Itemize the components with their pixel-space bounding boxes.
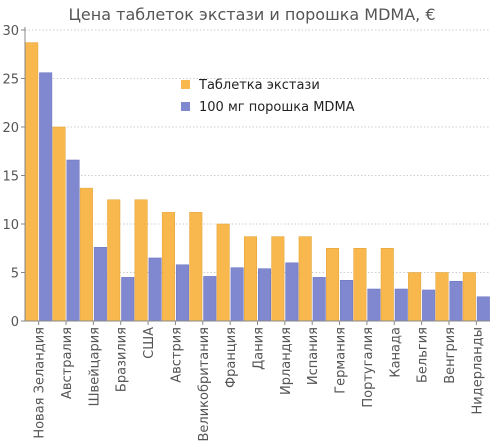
y-tick-label: 0	[11, 315, 19, 330]
grid-layer	[25, 29, 490, 273]
x-tick-label: Португалия	[361, 327, 376, 408]
bar-ecstasy-tablet	[216, 223, 230, 322]
y-tick-label: 15	[2, 170, 19, 185]
x-tick-label: Испания	[306, 327, 321, 385]
bar-mdma-powder	[476, 296, 490, 322]
x-tick-label: Швейцария	[87, 327, 102, 406]
bar-mdma-powder	[93, 247, 107, 322]
bar-mdma-powder	[312, 277, 326, 322]
bar-mdma-powder	[230, 267, 244, 322]
bar-mdma-powder	[203, 276, 217, 322]
x-tick-label: Бельгия	[416, 327, 431, 383]
axis-layer: 0 5 10 15 20 25 30 Новая Зеландия Австралия Швейц…	[2, 24, 490, 442]
legend-label: Таблетка экстази	[198, 78, 320, 93]
x-tick-label: Австрия	[169, 327, 184, 383]
x-tick-label: Германия	[334, 327, 349, 394]
x-tick-label: Канада	[388, 327, 403, 378]
x-tick-label: Франция	[224, 327, 239, 388]
bars-layer	[25, 42, 490, 322]
bar-ecstasy-tablet	[380, 248, 394, 322]
bar-ecstasy-tablet	[79, 187, 93, 322]
bar-mdma-powder	[175, 264, 189, 322]
bar-mdma-powder	[449, 280, 463, 322]
chart-title: Цена таблеток экстази и порошка MDMA, €	[69, 5, 436, 24]
bar-ecstasy-tablet	[244, 236, 257, 322]
bar-ecstasy-tablet	[134, 199, 148, 322]
y-tick-label: 5	[11, 267, 19, 282]
x-tick-label: Бразилия	[115, 327, 130, 392]
bar-ecstasy-tablet	[408, 272, 422, 322]
x-tick-label: Венгрия	[443, 327, 458, 384]
bar-mdma-powder	[66, 159, 80, 322]
legend-swatch	[181, 102, 190, 111]
x-tick-label: Новая Зеландия	[33, 327, 48, 439]
bar-ecstasy-tablet	[326, 248, 340, 322]
bar-ecstasy-tablet	[189, 212, 203, 322]
bar-mdma-powder	[121, 277, 135, 322]
bar-ecstasy-tablet	[462, 272, 476, 322]
legend: Таблетка экстази 100 мг порошка MDMA	[181, 78, 355, 115]
bar-mdma-powder	[367, 288, 381, 322]
bar-mdma-powder	[394, 288, 408, 322]
x-tick-label: США	[142, 327, 157, 359]
bar-mdma-powder	[422, 289, 436, 322]
bar-mdma-powder	[39, 72, 53, 322]
x-tick-label: Австралия	[60, 327, 75, 399]
bar-mdma-powder	[148, 257, 162, 322]
y-tick-label: 10	[2, 218, 19, 233]
bar-ecstasy-tablet	[271, 236, 285, 322]
bar-ecstasy-tablet	[52, 126, 66, 322]
bar-mdma-powder	[258, 268, 271, 322]
x-tick-label: Нидерланды	[470, 327, 485, 415]
y-tick-label: 30	[2, 24, 19, 39]
y-tick-label: 20	[2, 121, 19, 136]
legend-swatch	[181, 80, 190, 89]
y-tick-label: 25	[2, 73, 19, 88]
bar-mdma-powder	[285, 262, 299, 322]
x-tick-label: Ирландия	[279, 327, 294, 395]
legend-label: 100 мг порошка MDMA	[199, 100, 355, 115]
bar-ecstasy-tablet	[107, 199, 121, 322]
bar-ecstasy-tablet	[435, 272, 449, 322]
x-tick-label: Дания	[252, 327, 267, 370]
x-tick-label: Великобритания	[197, 327, 212, 442]
bar-ecstasy-tablet	[298, 236, 312, 322]
bar-ecstasy-tablet	[353, 248, 367, 322]
bar-mdma-powder	[340, 280, 354, 322]
bar-ecstasy-tablet	[25, 42, 39, 322]
bar-ecstasy-tablet	[161, 212, 175, 322]
